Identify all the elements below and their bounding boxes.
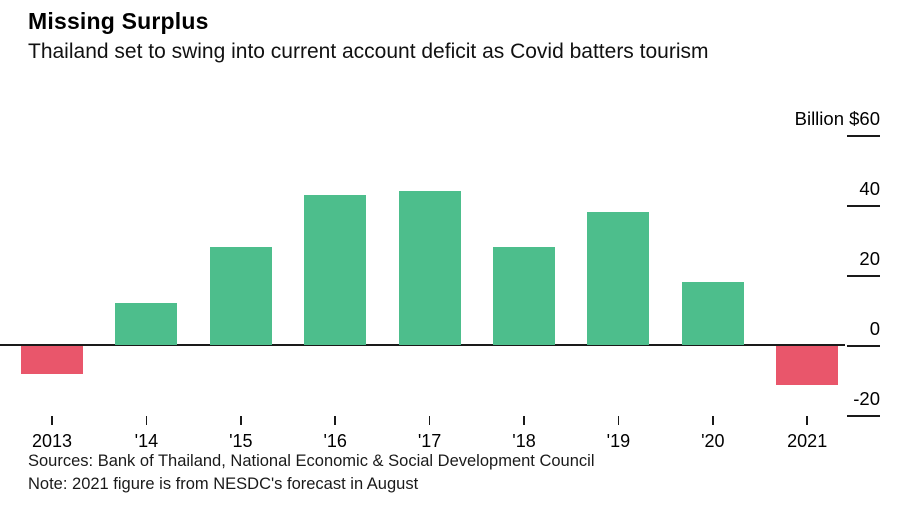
x-axis-label: '17 [417, 431, 442, 451]
y-axis-tick [847, 415, 880, 417]
y-axis-label: 40 [859, 178, 880, 199]
x-axis-tick [240, 416, 242, 425]
bar-2013 [21, 346, 83, 374]
sources-note: Sources: Bank of Thailand, National Econ… [28, 452, 595, 470]
zero-axis-line [0, 344, 845, 346]
x-axis-label: '18 [512, 431, 536, 451]
y-axis-tick [847, 275, 880, 277]
y-axis-tick [847, 205, 880, 207]
y-axis-tick [847, 345, 880, 347]
y-axis-label: 0 [869, 318, 880, 339]
x-axis-label: '19 [606, 431, 631, 451]
chart-subtitle: Thailand set to swing into current accou… [28, 40, 709, 63]
bar-14 [115, 303, 178, 345]
bar-15 [209, 247, 272, 345]
x-axis-tick [712, 416, 714, 425]
bar-16 [304, 194, 367, 345]
x-axis-tick [523, 416, 525, 425]
x-axis-tick [806, 416, 808, 425]
x-axis-label: '14 [134, 431, 159, 451]
x-axis-label: '16 [323, 431, 347, 451]
bar-17 [398, 191, 461, 345]
x-axis-label: '15 [229, 431, 253, 451]
bar-20 [681, 282, 744, 345]
y-axis-tick [847, 135, 880, 137]
bar-18 [493, 247, 555, 345]
x-axis-label: 2021 [787, 431, 828, 451]
x-axis-tick [334, 416, 336, 425]
footnote: Note: 2021 figure is from NESDC's foreca… [28, 475, 419, 493]
y-axis-unit-label: Billion $60 [794, 108, 880, 129]
x-axis-tick [145, 416, 148, 425]
bar-2021 [776, 346, 839, 385]
x-axis-label: '20 [701, 431, 725, 451]
chart-title: Missing Surplus [28, 8, 209, 34]
y-axis-label: -20 [853, 388, 880, 409]
x-axis-label: 2013 [31, 431, 73, 451]
x-axis-tick [51, 416, 53, 425]
x-axis-tick [617, 416, 620, 425]
x-axis-tick [428, 416, 431, 425]
y-axis-label: 20 [859, 248, 880, 269]
bar-19 [587, 212, 650, 345]
